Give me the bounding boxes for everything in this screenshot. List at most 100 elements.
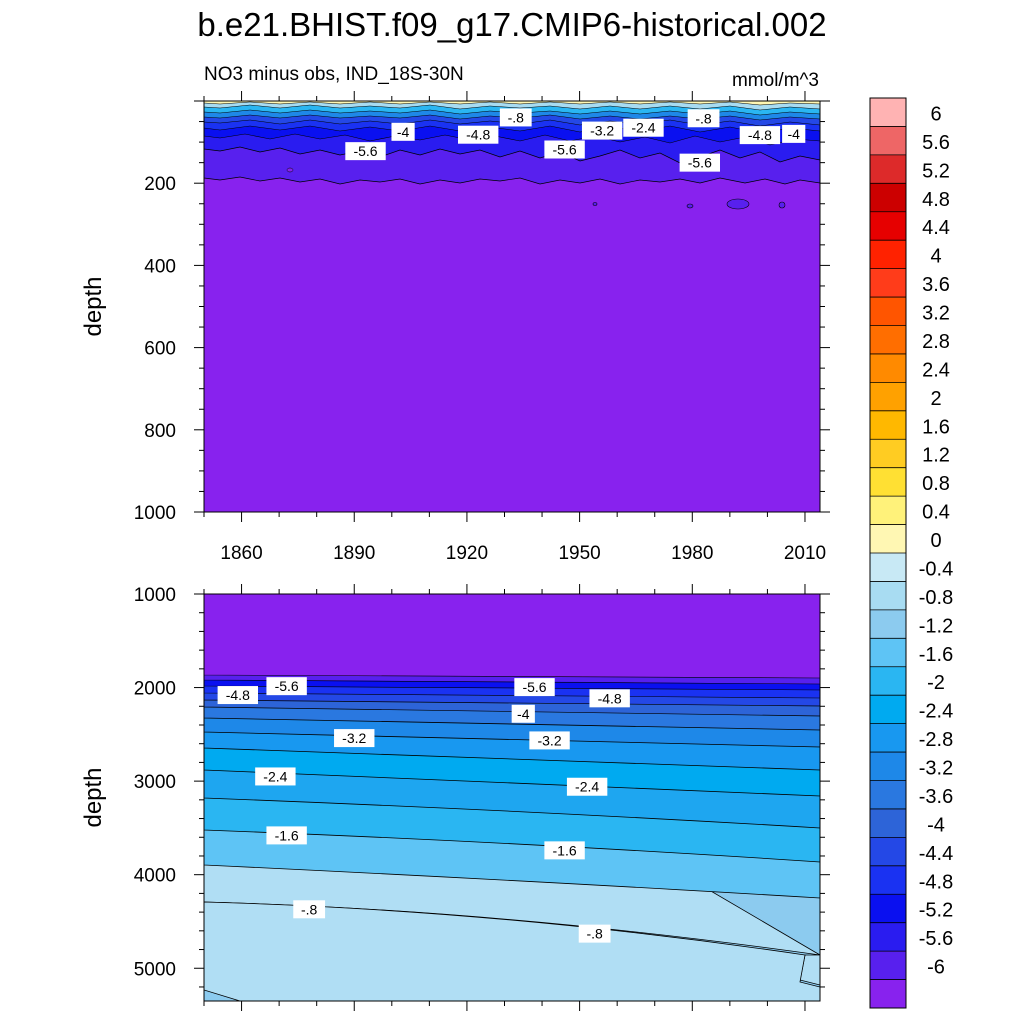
colorbar-swatch xyxy=(870,638,906,668)
colorbar-label: 4.4 xyxy=(922,217,950,239)
colorbar-label: 0.8 xyxy=(922,473,950,495)
contour-label-box xyxy=(544,841,585,860)
contour-label-text: -4 xyxy=(397,124,410,140)
upper-patch xyxy=(726,198,750,210)
contour-label-box xyxy=(566,777,608,796)
contour-label-box xyxy=(782,124,806,143)
contour-label: -4 xyxy=(782,124,806,143)
colorbar-swatch xyxy=(870,524,906,554)
contour-label-box xyxy=(255,767,296,786)
contour-label-box xyxy=(589,689,630,708)
contour-label-text: -3.2 xyxy=(590,123,614,139)
upper-patch xyxy=(686,203,694,209)
colorbar-swatch xyxy=(870,154,906,184)
y-axis-label: depth xyxy=(80,767,107,827)
colorbar-label: -6 xyxy=(927,957,945,979)
y-tick-label: 800 xyxy=(144,421,176,442)
colorbar-label: -4 xyxy=(927,814,945,836)
colorbar-swatch xyxy=(870,240,906,269)
colorbar-label: 0 xyxy=(930,530,941,552)
contour-label-text: -.8 xyxy=(695,110,712,126)
contour-label-text: -2.4 xyxy=(575,779,599,795)
colorbar-swatch xyxy=(870,297,906,326)
y-tick-label: 200 xyxy=(144,174,176,195)
contour-label: -4.8 xyxy=(739,126,781,145)
colorbar-label: 4 xyxy=(930,246,941,268)
contour-label-box xyxy=(334,729,375,748)
colorbar-swatch xyxy=(870,922,906,952)
contour-label: -5.6 xyxy=(345,142,386,161)
chart-title: b.e21.BHIST.f09_g17.CMIP6-historical.002 xyxy=(197,6,827,43)
colorbar-label: 3.2 xyxy=(922,303,950,325)
contour-label: -5.6 xyxy=(514,678,555,697)
contour-label-box xyxy=(266,826,307,845)
colorbar-swatch xyxy=(870,609,906,639)
colorbar-label: -2.4 xyxy=(919,701,953,723)
contour-label: -2.4 xyxy=(566,777,608,796)
colorbar-swatch xyxy=(870,752,906,781)
units-label: mmol/m^3 xyxy=(731,70,819,91)
colorbar-swatch xyxy=(870,211,906,241)
contour-label-text: -1.6 xyxy=(275,827,299,843)
colorbar-swatch xyxy=(870,98,906,127)
x-tick-label: 1920 xyxy=(446,543,488,564)
colorbar-label: 2 xyxy=(930,388,941,410)
contour-label-box xyxy=(529,731,570,750)
y-tick-label: 2000 xyxy=(134,679,176,700)
y-tick-label: 4000 xyxy=(134,866,176,887)
contour-label-text: -.8 xyxy=(301,901,318,917)
contour-label-box xyxy=(345,142,386,161)
colorbar-swatch xyxy=(870,439,906,468)
contour-label-text: -1.6 xyxy=(553,842,577,858)
contour-label: -2.4 xyxy=(623,118,664,137)
colorbar-swatch xyxy=(870,666,906,696)
x-tick-label: 1950 xyxy=(558,543,600,564)
colorbar-swatch xyxy=(870,979,906,1009)
contour-label-text: -2.4 xyxy=(263,768,287,784)
contour-label-text: -5.6 xyxy=(353,143,377,159)
colorbar-swatch xyxy=(870,268,906,298)
contour-label: -1.6 xyxy=(266,826,307,845)
colorbar-swatch xyxy=(870,951,906,980)
colorbar-label: -4.4 xyxy=(919,843,953,865)
colorbar-swatch xyxy=(870,581,906,611)
colorbar-swatch xyxy=(870,353,906,383)
contour-label: -3.2 xyxy=(334,729,375,748)
colorbar-swatch xyxy=(870,894,906,923)
lower-panel: -4.8 -5.6 -5.6 -4.8 -4 -3.2 -3.2 -2.4 -2.4 -1.6 -1… xyxy=(204,594,820,1001)
colorbar-swatch xyxy=(870,325,906,355)
contour-label-text: -4.8 xyxy=(748,127,772,143)
chart-subtitle: NO3 minus obs, IND_18S-30N xyxy=(204,64,464,85)
contour-label-text: -4.8 xyxy=(226,687,250,703)
colorbar-swatch xyxy=(870,865,906,895)
y-tick-label: 1000 xyxy=(134,585,176,606)
contour-label-text: -3.2 xyxy=(537,732,561,748)
contour-label: -.8 xyxy=(293,900,326,919)
colorbar-swatch xyxy=(870,780,906,810)
contour-label: -3.2 xyxy=(581,121,623,140)
contour-label-text: -.8 xyxy=(508,109,525,125)
contour-label-box xyxy=(266,677,307,696)
contour-label-text: -4.8 xyxy=(598,690,622,706)
upper-patch xyxy=(592,202,598,206)
colorbar-label: -0.8 xyxy=(919,587,953,609)
y-tick-label: 5000 xyxy=(134,959,176,980)
contour-label-box xyxy=(391,122,415,141)
upper-patch xyxy=(778,201,786,209)
contour-label: -5.6 xyxy=(266,677,307,696)
upper-band-minus-0.8 xyxy=(204,101,820,111)
colorbar-label: -5.6 xyxy=(919,928,953,950)
contour-label: -4 xyxy=(391,122,415,141)
colorbar-label: -4.8 xyxy=(919,871,953,893)
contour-label-text: -4.8 xyxy=(466,127,490,143)
colorbar-label: 2.4 xyxy=(922,359,950,381)
colorbar-swatch xyxy=(870,695,906,724)
x-tick-label: 2010 xyxy=(784,543,826,564)
colorbar-label: 1.6 xyxy=(922,416,950,438)
colorbar-label: -1.2 xyxy=(919,615,953,637)
colorbar-label: -1.6 xyxy=(919,644,953,666)
contour-label-box xyxy=(679,153,721,172)
contour-label: -4.8 xyxy=(457,125,499,144)
lower-axes: 1000 2000 3000 4000 5000 depth xyxy=(80,584,830,1011)
contour-label: -2.4 xyxy=(255,767,296,786)
